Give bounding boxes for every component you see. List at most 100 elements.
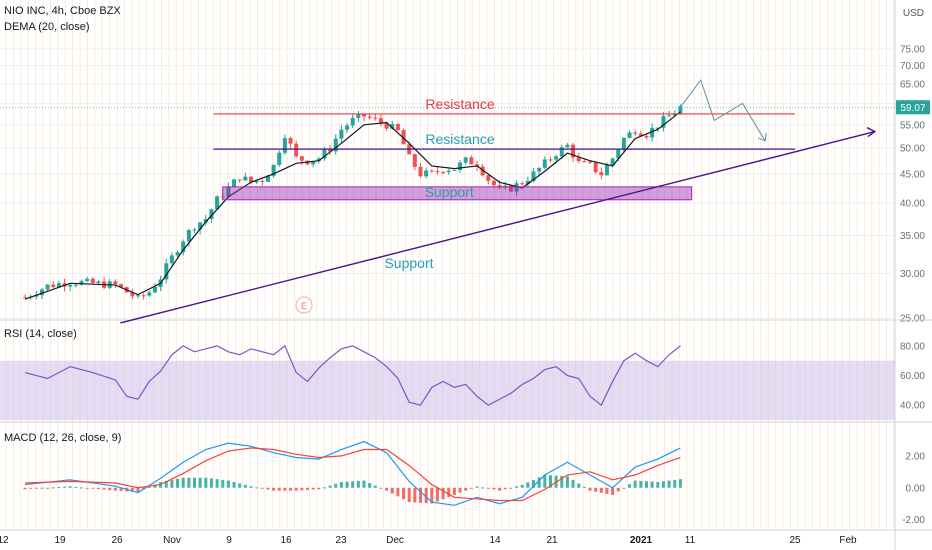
macd-histogram-bar <box>96 487 100 490</box>
price-axis-label: 55.00 <box>900 120 925 131</box>
candle-body <box>463 157 468 163</box>
macd-histogram-bar <box>170 479 174 488</box>
macd-histogram-bar <box>661 481 665 488</box>
last-price-tag <box>896 100 930 115</box>
macd-histogram-bar <box>368 483 372 488</box>
macd-histogram-bar <box>34 487 38 489</box>
macd-histogram-bar <box>396 487 400 497</box>
chart-symbol-line: NIO INC, 4h, Cboe BZX <box>4 5 121 17</box>
candle-body <box>328 149 333 152</box>
macd-histogram-bar <box>611 487 615 495</box>
support-zone <box>222 186 693 201</box>
macd-histogram-bar <box>334 483 338 488</box>
candle-body <box>68 284 73 287</box>
macd-histogram-bar <box>503 487 507 490</box>
candle-body <box>627 132 632 138</box>
candle-body <box>260 180 265 182</box>
candle-body <box>446 170 451 173</box>
macd-histogram-bar <box>560 475 564 488</box>
macd-histogram-bar <box>164 480 168 488</box>
candle-body <box>271 164 276 176</box>
candle-body <box>486 175 491 181</box>
macd-histogram-bar <box>57 487 61 489</box>
candle-body <box>226 186 231 197</box>
macd-histogram-bar <box>266 487 270 490</box>
rsi-axis-label: 60.00 <box>900 371 925 382</box>
macd-histogram-bar <box>345 481 349 488</box>
macd-histogram-bar <box>63 486 67 488</box>
macd-histogram-bar <box>407 487 411 503</box>
macd-histogram-bar <box>571 479 575 488</box>
candle-body <box>508 185 513 192</box>
support-trendline <box>120 130 876 324</box>
macd-histogram-bar <box>102 487 106 490</box>
candle-body <box>667 115 672 117</box>
candle-body <box>576 157 581 162</box>
macd-histogram-bar <box>193 477 196 488</box>
macd-histogram-bar <box>441 487 445 500</box>
candle-body <box>136 295 140 297</box>
candle-body <box>458 162 463 171</box>
candle-body <box>23 297 27 299</box>
candle-body <box>232 179 237 187</box>
macd-histogram-bar <box>565 476 569 488</box>
macd-histogram-bar <box>678 479 682 488</box>
candle-body <box>604 164 609 176</box>
macd-histogram-bar <box>311 487 315 490</box>
macd-histogram-bar <box>419 487 422 503</box>
candle-body <box>164 263 169 280</box>
candle-body <box>350 117 355 126</box>
candle-body <box>367 116 372 118</box>
macd-histogram-bar <box>176 478 180 488</box>
candle-body <box>39 289 44 296</box>
candle-body <box>588 161 592 163</box>
candle-body <box>79 281 84 285</box>
candle-body <box>198 222 203 230</box>
candle-body <box>277 152 282 165</box>
time-axis-label: 9 <box>226 535 232 546</box>
macd-histogram-bar <box>232 482 236 488</box>
macd-histogram-bar <box>91 487 95 489</box>
candle-body <box>633 132 638 134</box>
time-axis-label: 14 <box>489 535 501 546</box>
price-axis-label: 35.00 <box>900 231 925 242</box>
macd-histogram-bar <box>486 487 490 489</box>
price-axis-label: 45.00 <box>900 169 925 180</box>
price-axis-label: 50.00 <box>900 144 925 155</box>
candle-body <box>237 179 242 181</box>
macd-axis-label: 2.00 <box>906 451 926 462</box>
rsi-axis-label: 40.00 <box>900 401 925 412</box>
macd-histogram-bar <box>582 487 586 489</box>
macd-histogram-bar <box>588 487 592 491</box>
macd-histogram-bar <box>272 487 276 491</box>
macd-histogram-bar <box>204 477 208 488</box>
trendline-arrowhead <box>866 126 877 138</box>
candle-body <box>559 147 564 157</box>
price-axis-label: 40.00 <box>900 198 925 209</box>
last-price-value: 59.07 <box>900 103 925 114</box>
currency-label: USD <box>902 8 924 19</box>
macd-histogram-bar <box>356 480 360 488</box>
candle-body <box>429 170 434 172</box>
candle-body <box>203 219 208 223</box>
macd-histogram-bar <box>577 483 581 488</box>
macd-histogram-bar <box>119 487 123 491</box>
macd-histogram-bar <box>215 479 219 488</box>
candle-body <box>339 129 344 139</box>
candle-body <box>390 124 395 129</box>
macd-histogram-bar <box>153 484 157 488</box>
candle-body <box>356 114 361 118</box>
macd-histogram-bar <box>113 487 117 491</box>
macd-histogram-bar <box>187 477 191 488</box>
candle-body <box>435 171 440 173</box>
macd-histogram-bar <box>526 482 530 488</box>
macd-histogram-bar <box>656 482 660 488</box>
time-axis-label: 23 <box>335 535 347 546</box>
rsi-band <box>0 360 895 420</box>
macd-histogram-bar <box>424 487 428 504</box>
macd-histogram-bar <box>548 475 552 488</box>
candle-body <box>249 176 253 183</box>
candle-body <box>316 158 321 162</box>
candle-body <box>141 295 146 297</box>
earnings-marker <box>295 296 313 314</box>
